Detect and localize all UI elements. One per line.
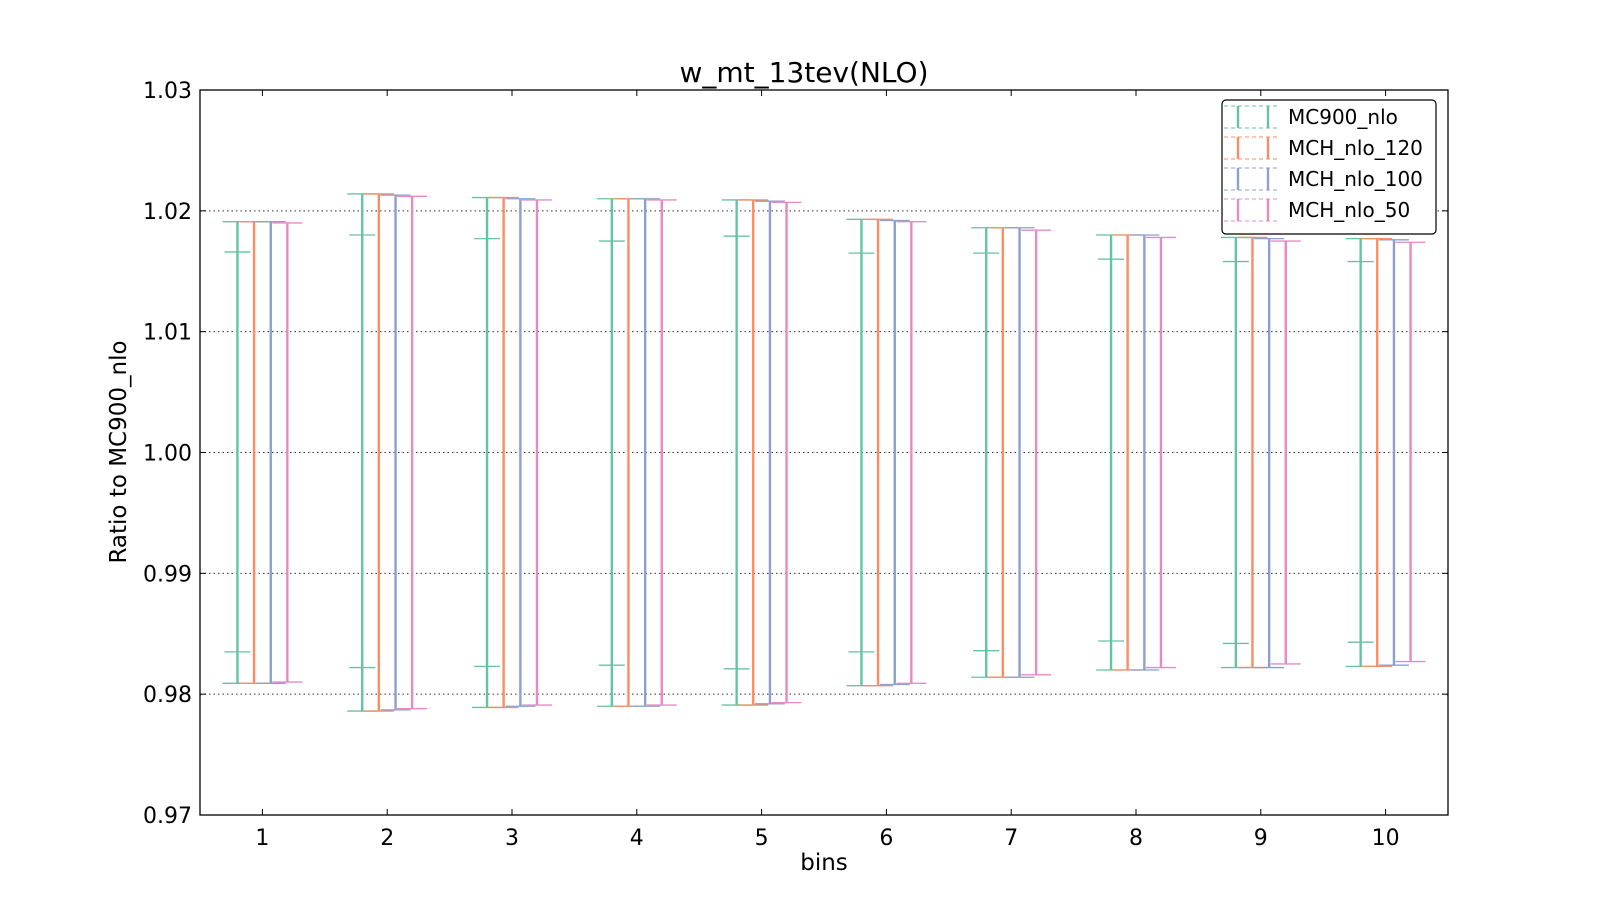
legend-label: MCH_nlo_50 — [1288, 198, 1410, 222]
y-tick-label: 1.00 — [143, 442, 192, 467]
x-tick-label: 5 — [755, 826, 769, 851]
legend-item: MCH_nlo_120 — [1224, 136, 1423, 160]
legend-label: MC900_nlo — [1288, 105, 1398, 129]
error-bars — [222, 193, 1426, 712]
legend: MC900_nlo MCH_nlo_120 MCH_nlo_100 MCH_nlo_5… — [1221, 99, 1437, 235]
y-tick-label: 1.03 — [143, 79, 192, 104]
legend-item: MCH_nlo_100 — [1224, 167, 1423, 191]
y-tick-label: 0.98 — [143, 683, 192, 708]
legend-item: MC900_nlo — [1224, 105, 1398, 129]
x-tick-label: 2 — [380, 826, 394, 851]
legend-box — [1221, 99, 1437, 235]
x-tick-label: 4 — [630, 826, 644, 851]
legend-label: MCH_nlo_120 — [1288, 136, 1423, 160]
y-tick-label: 0.99 — [143, 562, 192, 587]
y-axis: 0.97 0.98 0.99 1.00 1.01 1.02 1.03 — [143, 79, 1448, 829]
x-tick-label: 3 — [505, 826, 519, 851]
x-tick-label: 10 — [1372, 826, 1400, 851]
y-tick-label: 1.02 — [143, 200, 192, 225]
y-tick-label: 1.01 — [143, 321, 192, 346]
gridlines — [200, 210, 1448, 695]
legend-label: MCH_nlo_100 — [1288, 167, 1423, 191]
legend-item: MCH_nlo_50 — [1224, 198, 1410, 222]
x-tick-label: 7 — [1004, 826, 1018, 851]
x-tick-label: 6 — [879, 826, 893, 851]
x-tick-label: 1 — [255, 826, 269, 851]
x-axis: 1 2 3 4 5 6 7 8 9 10 — [255, 90, 1400, 851]
chart-title: w_mt_13tev(NLO) — [680, 56, 929, 89]
x-tick-label: 9 — [1254, 826, 1268, 851]
y-axis-label: Ratio to MC900_nlo — [106, 340, 132, 563]
x-tick-label: 8 — [1129, 826, 1143, 851]
y-tick-label: 0.97 — [143, 804, 192, 829]
x-axis-label: bins — [800, 850, 848, 876]
